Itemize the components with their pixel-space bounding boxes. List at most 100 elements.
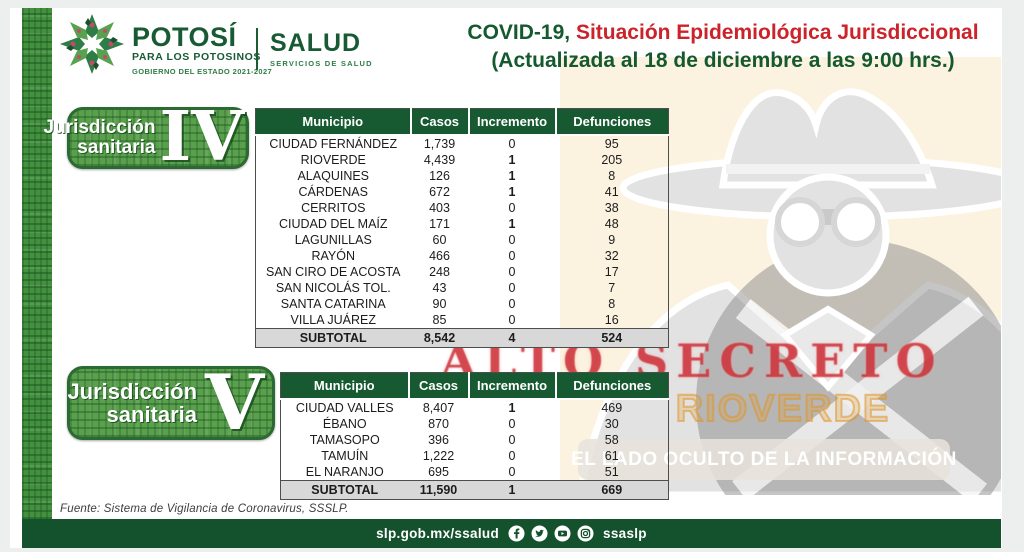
youtube-icon[interactable] [554, 525, 571, 542]
table-row: CERRITOS 403 0 38 [256, 200, 669, 216]
municipio-cell: LAGUNILLAS [294, 233, 372, 247]
incremento-cell: 1 [508, 401, 516, 415]
casos-cell: 248 [429, 265, 450, 279]
municipio-cell: SUBTOTAL [280, 480, 409, 500]
badge-v-line1: Jurisdicción [67, 378, 198, 404]
badge-iv-line1: Jurisdicción [43, 117, 156, 139]
defunciones-cell: 58 [604, 433, 619, 447]
defunciones-cell: 7 [608, 281, 616, 295]
municipio-cell: CÁRDENAS [298, 185, 368, 199]
salud-logo-text: SALUD [270, 29, 362, 57]
column-header: Defunciones [554, 108, 669, 136]
badge-iv-line2: sanitaria [77, 137, 156, 158]
table-row: VILLA JUÁREZ 85 0 16 [256, 312, 669, 329]
column-header: Defunciones [554, 372, 669, 400]
badge-v-line2: sanitaria [106, 402, 198, 427]
table-row: ALAQUINES 126 1 8 [256, 168, 669, 184]
defunciones-cell: 205 [601, 153, 623, 167]
defunciones-cell: 8 [608, 297, 616, 311]
municipio-cell: EL NARANJO [305, 465, 384, 479]
defunciones-cell: 669 [555, 480, 669, 500]
table-row: CIUDAD DEL MAÍZ 171 1 48 [256, 216, 669, 232]
badge-jurisdiccion-v: Jurisdicción sanitaria V [67, 357, 275, 447]
column-header: Municipio [255, 108, 411, 136]
incremento-cell: 0 [508, 297, 516, 311]
casos-cell: 43 [432, 281, 447, 295]
table-header-row: Municipio Casos Incremento Defunciones [280, 372, 669, 400]
municipio-cell: SUBTOTAL [255, 328, 411, 348]
incremento-cell: 0 [508, 249, 516, 263]
incremento-cell: 0 [508, 465, 516, 479]
column-header: Incremento [467, 108, 556, 136]
table-row: RAYÓN 466 0 32 [256, 248, 669, 264]
table-row: SANTA CATARINA 90 0 8 [256, 296, 669, 312]
subtotal-row: SUBTOTAL 8,542 4 524 [255, 328, 669, 348]
incremento-cell: 0 [508, 201, 516, 215]
incremento-cell: 0 [508, 233, 516, 247]
column-header: Municipio [280, 372, 409, 400]
badge-iv-label: Jurisdicción sanitaria [44, 118, 156, 158]
column-header: Casos [407, 372, 469, 400]
defunciones-cell: 41 [604, 185, 619, 199]
salud-logo: SALUD SERVICIOS DE SALUD [270, 29, 373, 69]
casos-cell: 466 [429, 249, 450, 263]
casos-cell: 126 [429, 169, 450, 183]
decorative-left-strip [22, 8, 52, 519]
potosi-logo: POTOSÍ PARA LOS POTOSINOS GOBIERNO DEL E… [132, 22, 273, 77]
source-note: Fuente: Sistema de Vigilancia de Coronav… [60, 503, 349, 515]
municipio-cell: TAMUÍN [321, 449, 369, 463]
casos-cell: 11,590 [408, 480, 469, 500]
table-row: LAGUNILLAS 60 0 9 [256, 232, 669, 248]
casos-cell: 403 [429, 201, 450, 215]
municipio-cell: SANTA CATARINA [280, 297, 386, 311]
municipio-cell: RAYÓN [311, 249, 356, 263]
twitter-icon[interactable] [531, 525, 548, 542]
incremento-cell: 0 [508, 449, 516, 463]
incremento-cell: 1 [508, 153, 516, 167]
incremento-cell: 0 [508, 417, 516, 431]
defunciones-cell: 30 [604, 417, 619, 431]
footer-social-handle: ssaslp [603, 526, 647, 541]
facebook-icon[interactable] [508, 525, 525, 542]
table-row: SAN CIRO DE ACOSTA 248 0 17 [256, 264, 669, 280]
municipio-cell: SAN CIRO DE ACOSTA [265, 265, 401, 279]
instagram-icon[interactable] [577, 525, 594, 542]
casos-cell: 171 [429, 217, 450, 231]
municipio-cell: RIOVERDE [300, 153, 366, 167]
badge-v-numeral: V [205, 357, 264, 447]
incremento-cell: 1 [508, 169, 516, 183]
title-situacion: Situación Epidemiológica Jurisdiccional [570, 21, 979, 44]
incremento-cell: 4 [468, 328, 556, 348]
table-row: CÁRDENAS 672 1 41 [256, 184, 669, 200]
potosi-logo-government: GOBIERNO DEL ESTADO 2021-2027 [132, 67, 273, 76]
table-header-row: Municipio Casos Incremento Defunciones [255, 108, 669, 136]
footer-bar: slp.gob.mx/ssalud ssaslp [22, 519, 1001, 548]
defunciones-cell: 8 [608, 169, 616, 183]
defunciones-cell: 9 [608, 233, 616, 247]
defunciones-cell: 469 [601, 401, 623, 415]
badge-iv-numeral: IV [159, 97, 244, 178]
municipio-cell: ÉBANO [322, 417, 367, 431]
casos-cell: 870 [428, 417, 449, 431]
title-updated-date: (Actualizada al 18 de diciembre a las 9:… [491, 49, 955, 73]
defunciones-cell: 17 [604, 265, 619, 279]
table-row: TAMASOPO 396 0 58 [281, 432, 669, 448]
casos-cell: 1,222 [422, 449, 455, 463]
table-row: ÉBANO 870 0 30 [281, 416, 669, 432]
incremento-cell: 1 [468, 480, 556, 500]
municipio-cell: TAMASOPO [309, 433, 380, 447]
potosi-logo-text: POTOSÍ [132, 22, 237, 52]
defunciones-cell: 32 [604, 249, 619, 263]
footer-url-link[interactable]: slp.gob.mx/ssalud [376, 526, 500, 541]
incremento-cell: 0 [508, 313, 516, 327]
potosi-emblem-icon [56, 10, 128, 83]
municipio-cell: CIUDAD DEL MAÍZ [278, 217, 388, 231]
casos-cell: 90 [432, 297, 447, 311]
salud-logo-subtext: SERVICIOS DE SALUD [270, 59, 373, 68]
badge-jurisdiccion-iv: Jurisdicción sanitaria IV [44, 97, 249, 178]
report-slide: ALTO SECRETO RIOVERDE EL LADO OCULTO DE … [10, 8, 1002, 548]
table-row: TAMUÍN 1,222 0 61 [281, 448, 669, 464]
casos-cell: 1,739 [423, 137, 456, 151]
social-icons [508, 525, 594, 542]
defunciones-cell: 51 [604, 465, 619, 479]
